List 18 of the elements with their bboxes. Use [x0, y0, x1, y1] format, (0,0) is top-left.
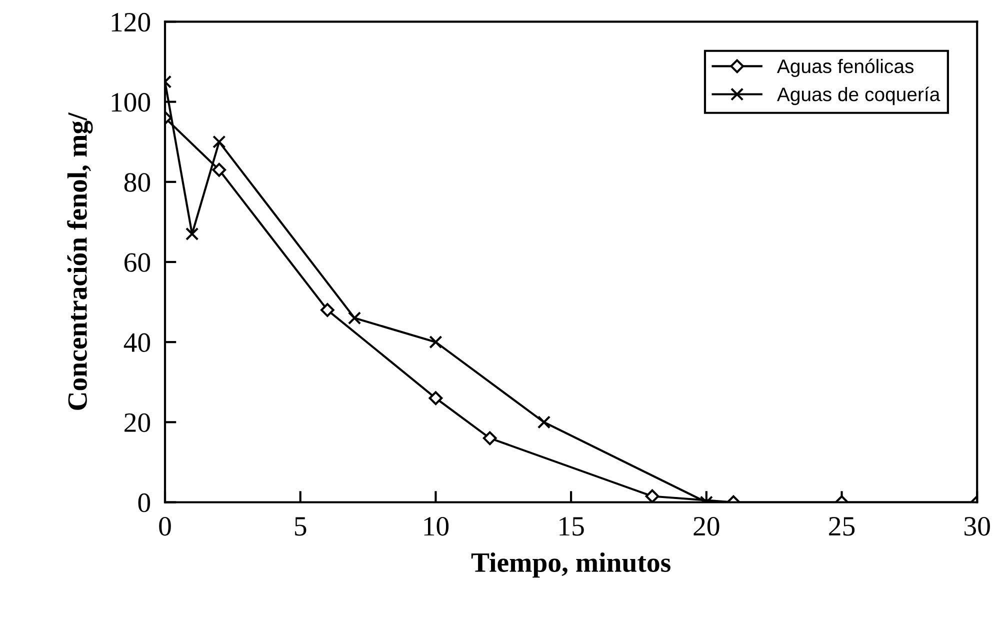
x-tick-label: 5: [295, 517, 306, 536]
y-tick-label: 120: [112, 12, 150, 32]
x-tick-label: 30: [964, 516, 990, 536]
y-axis-title: Concentración fenol, mg/: [67, 112, 93, 410]
legend-label: Aguas de coquería: [776, 86, 940, 106]
y-tick-label: 20: [124, 413, 150, 432]
x-tick-label: 0: [159, 516, 171, 536]
x-tick-label: 25: [829, 517, 855, 536]
y-tick-label: 40: [124, 333, 150, 352]
x-tick-label: 15: [560, 517, 584, 536]
legend-label: Aguas fenólicas: [776, 58, 914, 78]
x-axis-title: Tiempo, minutos: [471, 552, 670, 578]
y-tick-label: 0: [138, 493, 150, 512]
x-tick-label: 10: [424, 516, 449, 536]
y-tick-label: 100: [112, 92, 150, 112]
y-tick-label: 60: [124, 253, 150, 272]
x-tick-label: 20: [694, 516, 720, 536]
y-tick-label: 80: [124, 173, 150, 192]
